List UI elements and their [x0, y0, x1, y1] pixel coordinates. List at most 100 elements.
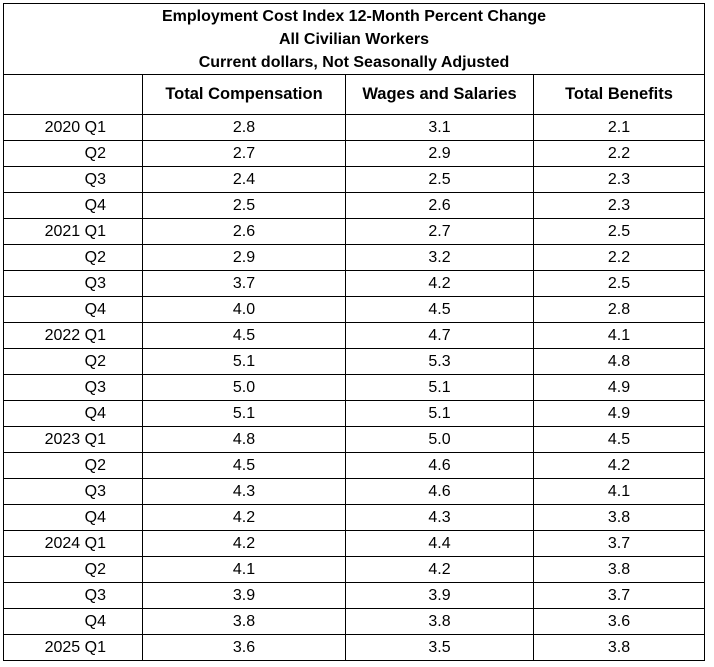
wages-and-salaries-cell: 3.2	[345, 244, 534, 271]
table-row: Q2 5.1 5.3 4.8	[3, 348, 705, 375]
period-cell: Q2	[3, 244, 143, 271]
total-compensation-cell: 3.8	[142, 608, 346, 635]
total-benefits-cell: 3.8	[533, 634, 705, 661]
period-cell: Q2	[3, 452, 143, 479]
table-row: 2022 Q1 4.5 4.7 4.1	[3, 322, 705, 349]
period-cell: Q4	[3, 192, 143, 219]
total-compensation-cell: 2.7	[142, 140, 346, 167]
wages-and-salaries-cell: 3.1	[345, 114, 534, 141]
table-body: 2020 Q1 2.8 3.1 2.1 Q2 2.7 2.9 2.2 Q3 2.4 2.5 2.3 Q4…	[3, 114, 705, 661]
wages-and-salaries-cell: 3.5	[345, 634, 534, 661]
wages-and-salaries-cell: 4.6	[345, 452, 534, 479]
total-compensation-cell: 4.5	[142, 322, 346, 349]
column-header-wages-and-salaries: Wages and Salaries	[345, 74, 534, 115]
wages-and-salaries-cell: 2.6	[345, 192, 534, 219]
total-compensation-cell: 4.8	[142, 426, 346, 453]
total-benefits-cell: 4.9	[533, 400, 705, 427]
total-compensation-cell: 3.6	[142, 634, 346, 661]
spreadsheet-table-container: Employment Cost Index 12-Month Percent C…	[3, 3, 705, 661]
total-benefits-cell: 2.3	[533, 192, 705, 219]
wages-and-salaries-cell: 4.2	[345, 556, 534, 583]
period-cell: 2025 Q1	[3, 634, 143, 661]
total-compensation-cell: 2.9	[142, 244, 346, 271]
period-cell: 2023 Q1	[3, 426, 143, 453]
table-row: Q3 2.4 2.5 2.3	[3, 166, 705, 193]
table-row: Q2 4.1 4.2 3.8	[3, 556, 705, 583]
total-compensation-cell: 3.7	[142, 270, 346, 297]
table-row: 2021 Q1 2.6 2.7 2.5	[3, 218, 705, 245]
table-row: Q4 4.2 4.3 3.8	[3, 504, 705, 531]
wages-and-salaries-cell: 5.1	[345, 374, 534, 401]
wages-and-salaries-cell: 4.3	[345, 504, 534, 531]
wages-and-salaries-cell: 5.1	[345, 400, 534, 427]
period-cell: Q4	[3, 608, 143, 635]
period-cell: Q3	[3, 582, 143, 609]
table-row: Q4 4.0 4.5 2.8	[3, 296, 705, 323]
table-row: Q3 4.3 4.6 4.1	[3, 478, 705, 505]
table-row: Q2 2.7 2.9 2.2	[3, 140, 705, 167]
total-benefits-cell: 2.3	[533, 166, 705, 193]
total-compensation-cell: 5.1	[142, 348, 346, 375]
title-line-1: Employment Cost Index 12-Month Percent C…	[161, 7, 547, 25]
wages-and-salaries-cell: 2.5	[345, 166, 534, 193]
table-row: Q3 3.7 4.2 2.5	[3, 270, 705, 297]
total-benefits-cell: 4.1	[533, 478, 705, 505]
table-row: Q3 5.0 5.1 4.9	[3, 374, 705, 401]
eci-table: Employment Cost Index 12-Month Percent C…	[3, 3, 705, 661]
total-compensation-cell: 4.5	[142, 452, 346, 479]
wages-and-salaries-cell: 2.9	[345, 140, 534, 167]
total-compensation-cell: 5.0	[142, 374, 346, 401]
period-cell: 2022 Q1	[3, 322, 143, 349]
period-cell: Q4	[3, 504, 143, 531]
wages-and-salaries-cell: 5.3	[345, 348, 534, 375]
table-row: Q2 2.9 3.2 2.2	[3, 244, 705, 271]
wages-and-salaries-cell: 3.8	[345, 608, 534, 635]
wages-and-salaries-cell: 2.7	[345, 218, 534, 245]
total-benefits-cell: 3.8	[533, 556, 705, 583]
wages-and-salaries-cell: 4.4	[345, 530, 534, 557]
table-title: Employment Cost Index 12-Month Percent C…	[3, 3, 705, 75]
total-benefits-cell: 4.8	[533, 348, 705, 375]
title-line-2: All Civilian Workers	[279, 30, 429, 48]
total-benefits-cell: 2.8	[533, 296, 705, 323]
total-benefits-cell: 4.1	[533, 322, 705, 349]
wages-and-salaries-cell: 4.7	[345, 322, 534, 349]
total-compensation-cell: 4.2	[142, 530, 346, 557]
total-benefits-cell: 3.8	[533, 504, 705, 531]
table-row: Q4 5.1 5.1 4.9	[3, 400, 705, 427]
period-cell: Q3	[3, 478, 143, 505]
total-benefits-cell: 2.1	[533, 114, 705, 141]
total-benefits-cell: 4.9	[533, 374, 705, 401]
total-compensation-cell: 2.8	[142, 114, 346, 141]
total-compensation-cell: 3.9	[142, 582, 346, 609]
total-benefits-cell: 3.7	[533, 530, 705, 557]
total-compensation-cell: 4.1	[142, 556, 346, 583]
wages-and-salaries-cell: 4.6	[345, 478, 534, 505]
period-cell: Q4	[3, 296, 143, 323]
table-row: 2020 Q1 2.8 3.1 2.1	[3, 114, 705, 141]
period-cell: Q2	[3, 556, 143, 583]
total-compensation-cell: 4.2	[142, 504, 346, 531]
title-line-3: Current dollars, Not Seasonally Adjusted	[198, 53, 510, 71]
period-cell: Q2	[3, 348, 143, 375]
wages-and-salaries-cell: 5.0	[345, 426, 534, 453]
total-compensation-cell: 4.3	[142, 478, 346, 505]
total-benefits-cell: 2.5	[533, 218, 705, 245]
period-cell: Q3	[3, 166, 143, 193]
period-cell: Q3	[3, 374, 143, 401]
period-cell: Q2	[3, 140, 143, 167]
table-row: Q4 2.5 2.6 2.3	[3, 192, 705, 219]
table-row: 2023 Q1 4.8 5.0 4.5	[3, 426, 705, 453]
period-cell: Q4	[3, 400, 143, 427]
total-compensation-cell: 2.6	[142, 218, 346, 245]
wages-and-salaries-cell: 3.9	[345, 582, 534, 609]
column-header-period	[3, 74, 143, 115]
total-compensation-cell: 2.5	[142, 192, 346, 219]
column-header-total-compensation: Total Compensation	[142, 74, 346, 115]
wages-and-salaries-cell: 4.2	[345, 270, 534, 297]
total-benefits-cell: 4.2	[533, 452, 705, 479]
total-benefits-cell: 2.5	[533, 270, 705, 297]
total-compensation-cell: 2.4	[142, 166, 346, 193]
table-row: Q4 3.8 3.8 3.6	[3, 608, 705, 635]
period-cell: Q3	[3, 270, 143, 297]
